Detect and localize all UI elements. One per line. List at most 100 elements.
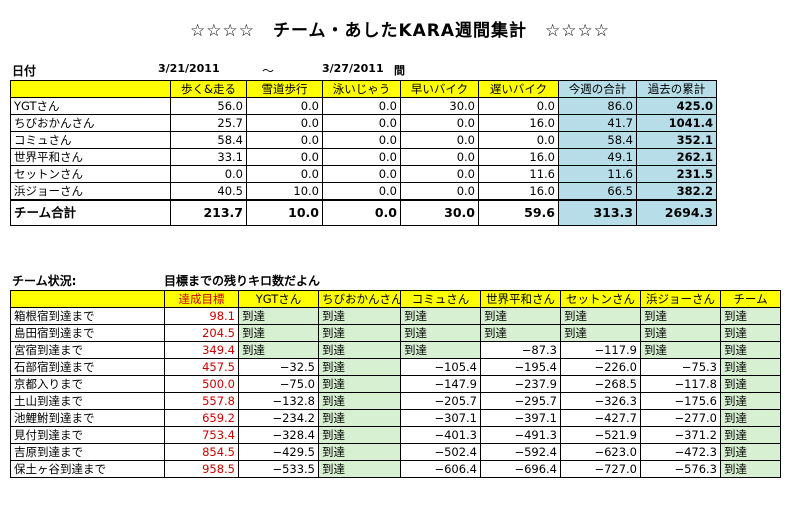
team-total-row: チーム合計 213.7 10.0 0.0 30.0 59.6 313.3 2694.3 bbox=[10, 199, 717, 226]
weekly-value-cell: 0.0 bbox=[246, 165, 323, 183]
remaining-cell: −117.9 bbox=[560, 341, 641, 359]
status-header-cell: セットンさん bbox=[560, 290, 641, 308]
weekly-value-cell: 11.6 bbox=[558, 165, 637, 183]
reached-cell: 到達 bbox=[318, 443, 401, 461]
target-distance: 854.5 bbox=[164, 443, 239, 461]
reached-cell: 到達 bbox=[318, 460, 401, 478]
remaining-cell: −696.4 bbox=[480, 460, 561, 478]
weekly-value-cell: 0.0 bbox=[400, 114, 479, 132]
team-total-value: 2694.3 bbox=[636, 199, 717, 226]
table-row: 吉原到達まで 854.5 −429.5 到達 −502.4 −592.4 −623.0 −47… bbox=[10, 443, 781, 461]
status-label: チーム状況: bbox=[12, 274, 77, 288]
weekly-header-cell: 遅いバイク bbox=[478, 80, 559, 98]
weekly-value-cell: 11.6 bbox=[478, 165, 559, 183]
target-distance: 958.5 bbox=[164, 460, 239, 478]
milestone-name: 京都入りまで bbox=[10, 375, 165, 393]
reached-cell: 到達 bbox=[720, 324, 781, 342]
weekly-value-cell: 56.0 bbox=[170, 97, 247, 115]
date-tilde: ～ bbox=[262, 64, 275, 78]
weekly-value-cell: 30.0 bbox=[400, 97, 479, 115]
team-total-value: 10.0 bbox=[246, 199, 323, 226]
weekly-value-cell: 10.0 bbox=[246, 182, 323, 201]
status-header-cell: チーム bbox=[720, 290, 781, 308]
remaining-cell: −234.2 bbox=[238, 409, 319, 427]
status-header-cell: ちびおかんさん bbox=[318, 290, 401, 308]
status-header-cell: YGTさん bbox=[238, 290, 319, 308]
remaining-cell: −295.7 bbox=[480, 392, 561, 410]
remaining-cell: −105.4 bbox=[400, 358, 481, 376]
target-distance: 349.4 bbox=[164, 341, 239, 359]
weekly-value-cell: 0.0 bbox=[246, 114, 323, 132]
weekly-value-cell: 0.0 bbox=[322, 114, 401, 132]
status-header-corner bbox=[10, 290, 165, 308]
member-name: ちびおかんさん bbox=[10, 114, 171, 132]
remaining-cell: −226.0 bbox=[560, 358, 641, 376]
reached-cell: 到達 bbox=[720, 341, 781, 359]
status-header-cell: 世界平和さん bbox=[480, 290, 561, 308]
weekly-value-cell: 0.0 bbox=[322, 148, 401, 166]
remaining-cell: −397.1 bbox=[480, 409, 561, 427]
weekly-value-cell: 262.1 bbox=[636, 148, 717, 166]
remaining-cell: −326.3 bbox=[560, 392, 641, 410]
table-row: 京都入りまで 500.0 −75.0 到達 −147.9 −237.9 −268.5 −117… bbox=[10, 375, 781, 393]
reached-cell: 到達 bbox=[318, 324, 401, 342]
reached-cell: 到達 bbox=[720, 460, 781, 478]
weekly-header-cell: 歩く&走る bbox=[170, 80, 247, 98]
reached-cell: 到達 bbox=[640, 307, 721, 325]
target-header: 達成目標 bbox=[164, 290, 239, 308]
reached-cell: 到達 bbox=[480, 307, 561, 325]
member-name: コミュさん bbox=[10, 131, 171, 149]
remaining-cell: −727.0 bbox=[560, 460, 641, 478]
weekly-value-cell: 16.0 bbox=[478, 182, 559, 201]
weekly-value-cell: 66.5 bbox=[558, 182, 637, 201]
reached-cell: 到達 bbox=[318, 341, 401, 359]
page-title: ☆☆☆☆ チーム・あしたKARA週間集計 ☆☆☆☆ bbox=[190, 21, 610, 41]
team-total-value: 59.6 bbox=[478, 199, 559, 226]
reached-cell: 到達 bbox=[720, 307, 781, 325]
status-subtitle: 目標までの残りキロ数だよん bbox=[164, 274, 321, 288]
status-header-row: 達成目標 YGTさん ちびおかんさん コミュさん 世界平和さん セットンさん 浜ジョーさんチ… bbox=[10, 290, 781, 308]
reached-cell: 到達 bbox=[318, 409, 401, 427]
weekly-value-cell: 0.0 bbox=[322, 97, 401, 115]
weekly-value-cell: 0.0 bbox=[322, 131, 401, 149]
weekly-header-cell: 今週の合計 bbox=[558, 80, 637, 98]
remaining-cell: −175.6 bbox=[640, 392, 721, 410]
remaining-cell: −205.7 bbox=[400, 392, 481, 410]
weekly-value-cell: 16.0 bbox=[478, 114, 559, 132]
weekly-value-cell: 425.0 bbox=[636, 97, 717, 115]
member-name: セットンさん bbox=[10, 165, 171, 183]
remaining-cell: −502.4 bbox=[400, 443, 481, 461]
remaining-cell: −401.3 bbox=[400, 426, 481, 444]
table-row: 宮宿到達まで 349.4 到達 到達 到達 −87.3 −117.9 到達 到達 bbox=[10, 341, 781, 359]
weekly-value-cell: 0.0 bbox=[246, 97, 323, 115]
weekly-value-cell: 49.1 bbox=[558, 148, 637, 166]
table-row: 見付到達まで 753.4 −328.4 到達 −401.3 −491.3 −521.9 −37… bbox=[10, 426, 781, 444]
remaining-cell: −491.3 bbox=[480, 426, 561, 444]
table-row: 世界平和さん 33.1 0.0 0.0 0.0 16.0 49.1 262.1 bbox=[10, 148, 717, 166]
weekly-value-cell: 0.0 bbox=[246, 148, 323, 166]
remaining-cell: −533.5 bbox=[238, 460, 319, 478]
table-row: コミュさん 58.4 0.0 0.0 0.0 0.0 58.4 352.1 bbox=[10, 131, 717, 149]
team-total-value: 313.3 bbox=[558, 199, 637, 226]
remaining-cell: −277.0 bbox=[640, 409, 721, 427]
reached-cell: 到達 bbox=[560, 324, 641, 342]
reached-cell: 到達 bbox=[640, 324, 721, 342]
reached-cell: 到達 bbox=[720, 409, 781, 427]
remaining-cell: −147.9 bbox=[400, 375, 481, 393]
team-total-value: 0.0 bbox=[322, 199, 401, 226]
remaining-cell: −87.3 bbox=[480, 341, 561, 359]
milestone-name: 吉原到達まで bbox=[10, 443, 165, 461]
target-distance: 659.2 bbox=[164, 409, 239, 427]
reached-cell: 到達 bbox=[640, 341, 721, 359]
weekly-header-corner bbox=[10, 80, 171, 98]
weekly-value-cell: 382.2 bbox=[636, 182, 717, 201]
table-row: 浜ジョーさん 40.5 10.0 0.0 0.0 16.0 66.5 382.2 bbox=[10, 182, 717, 201]
milestone-name: 保土ヶ谷到達まで bbox=[10, 460, 165, 478]
milestone-name: 島田宿到達まで bbox=[10, 324, 165, 342]
table-row: 池鯉鮒到達まで 659.2 −234.2 到達 −307.1 −397.1 −427.7 −2… bbox=[10, 409, 781, 427]
member-name: YGTさん bbox=[10, 97, 171, 115]
table-row: 島田宿到達まで 204.5 到達 到達 到達 到達 到達 到達 到達 bbox=[10, 324, 781, 342]
milestone-name: 土山到達まで bbox=[10, 392, 165, 410]
table-row: 保土ヶ谷到達まで 958.5 −533.5 到達 −606.4 −696.4 −727.0−… bbox=[10, 460, 781, 478]
weekly-header-cell: 泳いじゃう bbox=[322, 80, 401, 98]
